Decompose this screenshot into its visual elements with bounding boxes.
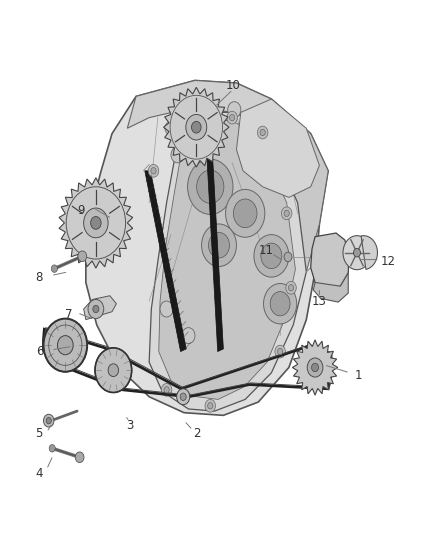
Text: 13: 13 (312, 295, 327, 308)
Circle shape (167, 125, 173, 132)
Wedge shape (361, 236, 378, 269)
Polygon shape (237, 99, 319, 197)
Circle shape (286, 281, 296, 294)
Circle shape (180, 393, 186, 400)
Circle shape (49, 445, 55, 452)
Text: 5: 5 (35, 427, 43, 440)
Circle shape (151, 167, 156, 174)
Circle shape (148, 165, 159, 177)
Circle shape (284, 210, 289, 216)
Text: 11: 11 (259, 244, 274, 257)
Circle shape (201, 112, 215, 128)
Circle shape (93, 305, 99, 313)
Text: 2: 2 (193, 427, 200, 440)
Text: 4: 4 (35, 467, 43, 480)
Circle shape (264, 284, 297, 324)
Circle shape (261, 243, 282, 269)
Circle shape (43, 414, 54, 427)
Circle shape (270, 292, 290, 316)
Circle shape (254, 235, 289, 277)
Circle shape (191, 122, 201, 133)
Circle shape (78, 251, 87, 262)
Circle shape (343, 236, 371, 270)
Text: 12: 12 (381, 255, 396, 268)
Circle shape (208, 232, 230, 258)
Circle shape (226, 189, 265, 237)
Circle shape (258, 126, 268, 139)
Circle shape (307, 358, 323, 377)
Circle shape (288, 285, 293, 291)
Polygon shape (311, 233, 349, 290)
Polygon shape (86, 80, 328, 415)
Circle shape (51, 265, 57, 272)
Circle shape (165, 122, 175, 135)
Circle shape (278, 349, 283, 355)
Polygon shape (127, 80, 272, 128)
Circle shape (201, 224, 237, 266)
Polygon shape (292, 340, 338, 395)
Text: 6: 6 (36, 345, 44, 358)
Circle shape (95, 348, 132, 392)
Circle shape (353, 248, 360, 257)
Polygon shape (84, 296, 117, 320)
Polygon shape (145, 171, 186, 352)
Circle shape (182, 328, 195, 344)
Circle shape (171, 147, 184, 163)
Circle shape (46, 417, 51, 424)
Circle shape (197, 170, 224, 204)
Circle shape (84, 208, 108, 238)
Polygon shape (313, 273, 348, 302)
Polygon shape (163, 87, 229, 167)
Polygon shape (159, 120, 295, 399)
Circle shape (208, 402, 213, 409)
Polygon shape (59, 177, 133, 268)
Polygon shape (206, 139, 223, 352)
Circle shape (88, 300, 104, 319)
Text: 7: 7 (65, 308, 73, 321)
Circle shape (108, 364, 119, 376)
Circle shape (57, 336, 73, 355)
Circle shape (161, 383, 172, 396)
Circle shape (75, 452, 84, 463)
Circle shape (260, 130, 265, 136)
Circle shape (228, 102, 241, 118)
Circle shape (233, 199, 257, 228)
Circle shape (91, 216, 101, 229)
Circle shape (275, 345, 286, 358)
Circle shape (284, 252, 292, 262)
Text: 10: 10 (226, 79, 240, 92)
Circle shape (205, 399, 215, 412)
Text: 3: 3 (126, 419, 133, 432)
Text: 9: 9 (78, 204, 85, 217)
Text: 8: 8 (35, 271, 42, 284)
Circle shape (187, 159, 233, 214)
Text: 1: 1 (354, 369, 362, 382)
Circle shape (282, 207, 292, 220)
Circle shape (43, 319, 87, 372)
Circle shape (230, 115, 235, 121)
Circle shape (160, 301, 173, 317)
Circle shape (186, 115, 207, 140)
Polygon shape (263, 99, 328, 272)
Circle shape (177, 389, 190, 405)
Circle shape (227, 111, 237, 124)
Circle shape (311, 364, 318, 372)
Polygon shape (149, 112, 306, 411)
Circle shape (164, 386, 169, 393)
